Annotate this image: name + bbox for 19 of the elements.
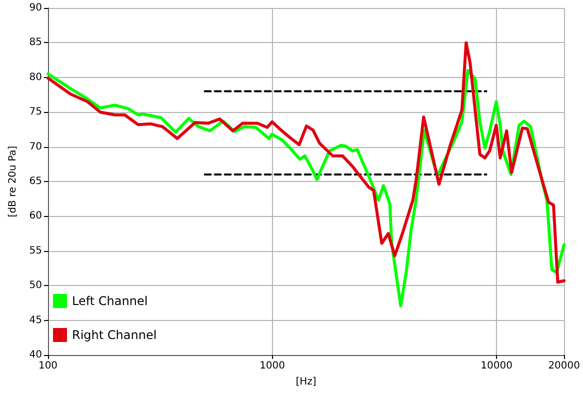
- y-axis-title: [dB re 20u Pa]: [8, 146, 18, 218]
- y-tick-label: 85: [29, 37, 42, 48]
- x-tick-label: 1000: [260, 360, 286, 372]
- x-tick-label: 20000: [548, 360, 580, 372]
- y-tick-label: 40: [29, 350, 42, 360]
- y-tick-label: 45: [29, 314, 42, 326]
- y-tick-label: 90: [29, 2, 42, 14]
- y-tick-label: 75: [29, 106, 42, 118]
- legend-label: Left Channel: [72, 294, 148, 308]
- x-tick-label: 100: [38, 360, 58, 372]
- x-tick-label: 10000: [480, 360, 512, 372]
- y-tick-label: 80: [29, 72, 42, 83]
- y-tick-label: 55: [29, 245, 42, 256]
- y-tick-label: 65: [29, 176, 42, 187]
- y-tick-label: 60: [29, 210, 42, 222]
- legend-label: Right Channel: [72, 328, 157, 342]
- x-axis-title: [Hz]: [296, 376, 316, 388]
- y-tick-label: 70: [29, 141, 42, 152]
- y-tick-label: 50: [29, 280, 42, 292]
